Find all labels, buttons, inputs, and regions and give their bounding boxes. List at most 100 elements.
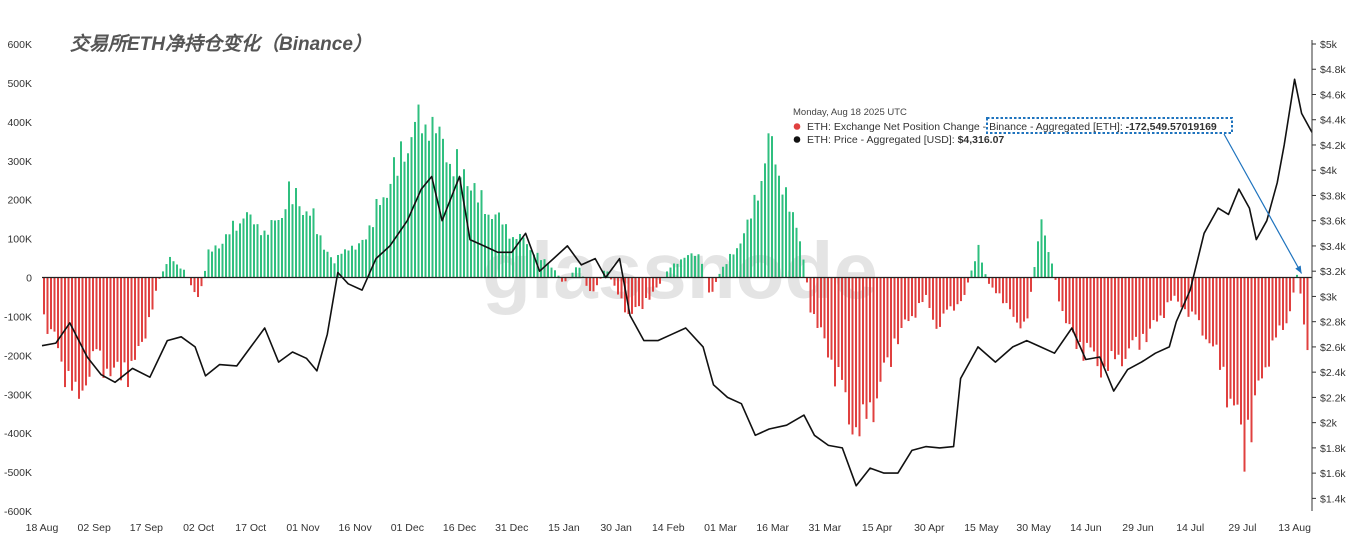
bar: [669, 267, 672, 278]
bar: [708, 277, 710, 293]
bar: [1271, 277, 1274, 341]
bar: [809, 277, 812, 313]
bar: [932, 277, 934, 320]
bar: [1254, 277, 1256, 396]
bar: [197, 277, 199, 298]
bar: [344, 249, 346, 278]
bar: [109, 277, 112, 377]
bar: [1065, 277, 1067, 324]
bar: [347, 250, 350, 278]
bar: [1180, 277, 1183, 308]
x-tick-label: 17 Sep: [130, 522, 163, 534]
x-tick-label: 02 Sep: [78, 522, 111, 534]
bar: [1100, 277, 1102, 378]
bar: [452, 176, 455, 278]
bar: [316, 234, 318, 278]
bar: [963, 277, 966, 295]
bar: [351, 245, 353, 278]
bar: [760, 181, 763, 278]
right-tick-label: $3.6k: [1320, 216, 1346, 228]
bar: [886, 277, 889, 358]
bar: [165, 264, 168, 278]
left-tick-label: -600K: [4, 506, 32, 518]
bar: [270, 220, 273, 278]
bar: [862, 277, 864, 405]
left-tick-label: -400K: [4, 428, 32, 440]
bar-series: [43, 104, 1309, 472]
bar: [543, 259, 546, 278]
bar: [1149, 277, 1151, 329]
bar: [1170, 277, 1172, 301]
tooltip-label: ETH: Price - Aggregated [USD]:: [807, 134, 958, 146]
bar: [74, 277, 77, 382]
bar: [1243, 277, 1246, 472]
bar: [596, 277, 598, 286]
bar: [1128, 277, 1130, 349]
bar: [260, 235, 262, 278]
x-tick-label: 02 Oct: [183, 522, 214, 534]
bar: [337, 255, 339, 278]
tooltip-row: ETH: Price - Aggregated [USD]: $4,316.07: [807, 134, 1004, 146]
bar: [1019, 277, 1022, 329]
bar: [263, 230, 266, 278]
bar: [834, 277, 836, 387]
x-tick-label: 31 Dec: [495, 522, 528, 534]
bar: [879, 277, 882, 382]
bar: [641, 277, 644, 310]
bar: [274, 220, 276, 278]
bar: [715, 277, 717, 282]
bar: [1296, 274, 1298, 278]
bar: [459, 177, 462, 278]
bar: [547, 264, 549, 278]
bar: [354, 249, 357, 278]
bar: [907, 277, 910, 322]
bar: [382, 197, 385, 278]
tooltip-row: ETH: Exchange Net Position Change - Bina…: [807, 121, 1217, 133]
bar: [666, 271, 668, 278]
bar: [620, 277, 623, 299]
bar: [1194, 277, 1197, 315]
bar: [253, 224, 255, 278]
bar: [788, 211, 791, 278]
bar: [305, 211, 308, 278]
bar: [533, 254, 535, 278]
bar: [393, 157, 395, 278]
bar: [505, 224, 507, 278]
bar: [158, 277, 161, 279]
bar: [99, 277, 101, 351]
bar: [389, 183, 392, 278]
bar: [442, 138, 444, 278]
bar: [816, 277, 819, 328]
bar: [918, 277, 920, 304]
bar: [141, 277, 143, 342]
x-axis-ticks: 18 Aug 02 Sep 17 Sep 02 Oct 17 Oct 01 Nov 16 N…: [26, 522, 1311, 534]
highlight-box: [986, 117, 1233, 134]
bar: [739, 243, 742, 278]
bar: [1082, 277, 1085, 361]
bar: [690, 253, 693, 278]
bar: [183, 269, 185, 278]
bar: [81, 277, 84, 391]
bar: [655, 277, 658, 288]
bar: [512, 237, 514, 278]
bar: [550, 267, 553, 278]
right-tick-label: $2.6k: [1320, 342, 1346, 354]
bar: [1051, 263, 1053, 278]
bar: [494, 214, 497, 278]
right-tick-label: $3.2k: [1320, 266, 1346, 278]
bar: [95, 277, 98, 350]
bar: [302, 215, 304, 278]
bar: [732, 254, 735, 278]
bar: [78, 277, 80, 399]
bar: [823, 277, 826, 339]
bar: [554, 270, 556, 278]
x-tick-label: 15 May: [964, 522, 999, 534]
bar: [1023, 277, 1025, 322]
bar: [792, 212, 794, 278]
bar: [169, 256, 171, 278]
right-tick-label: $3.8k: [1320, 190, 1346, 202]
tooltip-value: $4,316.07: [958, 134, 1005, 146]
bar: [239, 223, 241, 278]
bar: [1072, 277, 1074, 333]
bar: [939, 277, 941, 327]
